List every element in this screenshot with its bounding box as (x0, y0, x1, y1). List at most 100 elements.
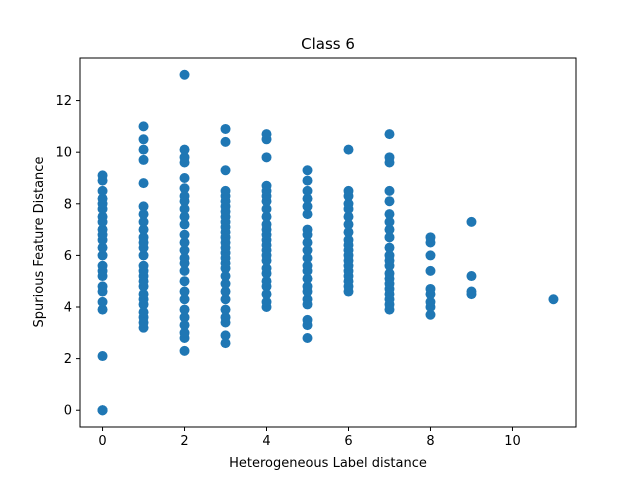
y-axis-ticks: 0 2 4 6 8 10 12 (55, 94, 80, 419)
data-point (302, 294, 313, 305)
data-point (179, 286, 190, 297)
plot-frame (79, 57, 577, 428)
data-point (138, 121, 149, 132)
data-point (466, 216, 477, 227)
data-point (384, 152, 395, 163)
x-tick-label: 4 (262, 434, 270, 449)
y-tick-label: 8 (64, 197, 72, 212)
y-tick-label: 0 (64, 404, 72, 419)
data-point (179, 265, 190, 276)
x-tick-label: 8 (426, 434, 434, 449)
y-tick-label: 4 (64, 301, 72, 316)
data-point (302, 252, 313, 263)
data-point (97, 405, 108, 416)
x-axis-label: Heterogeneous Label distance (229, 456, 427, 471)
data-point (343, 198, 354, 209)
data-point (138, 201, 149, 212)
data-point (425, 232, 436, 243)
data-point (302, 314, 313, 325)
data-point (97, 185, 108, 196)
data-point (425, 296, 436, 307)
data-point (261, 296, 272, 307)
data-point (261, 129, 272, 140)
data-point (302, 201, 313, 212)
data-point (138, 144, 149, 155)
data-point (302, 175, 313, 186)
y-tick-label: 6 (64, 249, 72, 264)
data-point (302, 332, 313, 343)
data-point (384, 185, 395, 196)
data-point (138, 250, 149, 261)
data-point (302, 273, 313, 284)
data-point (425, 283, 436, 294)
data-point (261, 180, 272, 191)
data-point (179, 327, 190, 338)
data-point (179, 144, 190, 155)
data-point (179, 191, 190, 202)
data-point (220, 185, 231, 196)
y-axis-label: Spurious Feature Distance (32, 157, 47, 328)
data-point (97, 260, 108, 271)
data-point (179, 229, 190, 240)
data-point (220, 165, 231, 176)
chart-title: Class 6 (301, 35, 355, 53)
data-point (138, 289, 149, 300)
data-point (179, 203, 190, 214)
data-point (179, 294, 190, 305)
data-point (179, 211, 190, 222)
data-point (97, 211, 108, 222)
data-point (179, 252, 190, 263)
data-point (384, 216, 395, 227)
y-tick-label: 2 (64, 352, 72, 367)
data-point (384, 268, 395, 279)
data-point (261, 211, 272, 222)
data-point (97, 296, 108, 307)
data-point (261, 289, 272, 300)
data-point (97, 304, 108, 315)
data-point (138, 260, 149, 271)
data-point (425, 250, 436, 261)
x-tick-label: 6 (344, 434, 352, 449)
data-point (220, 330, 231, 341)
data-point (138, 232, 149, 243)
data-point (138, 224, 149, 235)
data-point (302, 224, 313, 235)
data-point (179, 312, 190, 323)
data-point (425, 265, 436, 276)
data-point (220, 338, 231, 349)
data-point (220, 294, 231, 305)
data-point (97, 193, 108, 204)
data-point (302, 281, 313, 292)
data-point (302, 185, 313, 196)
data-point (97, 281, 108, 292)
data-point (220, 286, 231, 297)
data-point (384, 242, 395, 253)
data-point (138, 307, 149, 318)
data-point (179, 69, 190, 80)
data-point (138, 178, 149, 189)
data-point (179, 304, 190, 315)
data-point (97, 242, 108, 253)
data-point (343, 227, 354, 238)
data-point (179, 237, 190, 248)
data-point (179, 183, 190, 194)
data-point (343, 185, 354, 196)
x-axis-ticks: 0 2 4 6 8 10 (98, 427, 521, 449)
data-point (343, 211, 354, 222)
data-point (220, 312, 231, 323)
data-point (261, 203, 272, 214)
data-point (220, 136, 231, 147)
data-point (261, 219, 272, 230)
data-point (220, 271, 231, 282)
data-point (384, 232, 395, 243)
data-point (138, 154, 149, 165)
data-point (302, 165, 313, 176)
data-point (302, 209, 313, 220)
data-point (138, 209, 149, 220)
data-point (138, 216, 149, 227)
y-tick-label: 12 (55, 94, 72, 109)
data-point (466, 286, 477, 297)
data-point (384, 250, 395, 261)
data-point (179, 345, 190, 356)
data-point (179, 320, 190, 331)
